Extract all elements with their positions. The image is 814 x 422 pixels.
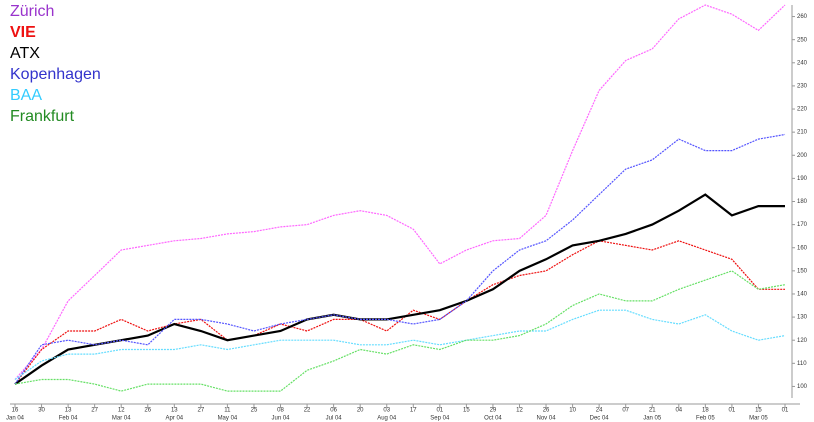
x-tick-label: 16 — [12, 408, 19, 414]
x-month-label: Apr 04 — [165, 416, 183, 422]
x-month-label: Jun 04 — [272, 416, 291, 422]
x-tick-label: 12 — [118, 408, 125, 414]
y-tick-label: 150 — [797, 268, 808, 274]
x-tick-label: 22 — [304, 408, 311, 414]
y-tick-label: 170 — [797, 222, 808, 228]
x-tick-label: 24 — [596, 408, 603, 414]
x-tick-label: 25 — [251, 408, 258, 414]
legend-label: ATX — [10, 45, 40, 62]
x-tick-label: 13 — [171, 408, 178, 414]
x-month-label: Mar 05 — [749, 416, 768, 422]
x-tick-label: 07 — [622, 408, 629, 414]
x-tick-label: 21 — [649, 408, 656, 414]
x-month-label: Mar 04 — [112, 416, 131, 422]
x-tick-label: 12 — [516, 408, 523, 414]
x-month-label: Aug 04 — [377, 416, 397, 422]
y-tick-label: 130 — [797, 315, 808, 321]
x-month-label: Nov 04 — [537, 416, 557, 422]
x-tick-label: 04 — [675, 408, 682, 414]
x-tick-label: 11 — [224, 408, 231, 414]
series-line — [14, 270, 786, 392]
series-line — [14, 309, 786, 380]
series-line — [14, 193, 785, 386]
series-line — [14, 240, 785, 385]
x-tick-label: 17 — [410, 408, 417, 414]
x-tick-label: 01 — [729, 408, 736, 414]
x-tick-label: 06 — [330, 408, 337, 414]
y-tick-label: 190 — [797, 176, 808, 182]
legend-label: VIE — [10, 24, 36, 41]
x-tick-label: 01 — [436, 408, 443, 414]
y-tick-label: 260 — [797, 14, 808, 20]
x-tick-label: 15 — [755, 408, 762, 414]
x-tick-label: 08 — [277, 408, 284, 414]
y-tick-label: 180 — [797, 199, 808, 205]
x-tick-label: 15 — [463, 408, 470, 414]
x-tick-label: 27 — [91, 408, 98, 414]
x-month-label: Jul 04 — [326, 416, 343, 422]
x-month-label: Dec 04 — [590, 416, 610, 422]
x-tick-label: 26 — [144, 408, 151, 414]
x-tick-label: 10 — [569, 408, 576, 414]
x-tick-label: 01 — [782, 408, 789, 414]
y-tick-label: 250 — [797, 37, 808, 43]
x-tick-label: 13 — [65, 408, 72, 414]
x-tick-label: 29 — [490, 408, 497, 414]
y-tick-label: 230 — [797, 83, 808, 89]
y-tick-label: 140 — [797, 292, 808, 298]
x-month-label: May 04 — [218, 416, 238, 422]
legend-label: Zürich — [10, 3, 54, 20]
legend-label: BAA — [10, 87, 42, 104]
legend-label: Kopenhagen — [10, 66, 101, 83]
x-tick-label: 27 — [198, 408, 205, 414]
series-line — [14, 4, 786, 380]
y-tick-label: 200 — [797, 153, 808, 159]
x-month-label: Feb 04 — [59, 416, 78, 422]
x-tick-label: 20 — [357, 408, 364, 414]
y-tick-label: 120 — [797, 338, 808, 344]
x-month-label: Oct 04 — [484, 416, 502, 422]
x-month-label: Jan 04 — [6, 416, 25, 422]
x-month-label: Jan 05 — [643, 416, 662, 422]
y-tick-label: 160 — [797, 245, 808, 251]
y-tick-label: 240 — [797, 60, 808, 66]
y-tick-label: 220 — [797, 107, 808, 113]
series-line — [14, 133, 786, 385]
x-tick-label: 26 — [543, 408, 550, 414]
y-tick-label: 100 — [797, 384, 808, 390]
x-tick-label: 18 — [702, 408, 709, 414]
legend-label: Frankfurt — [10, 108, 75, 125]
y-tick-label: 210 — [797, 130, 808, 136]
x-month-label: Sep 04 — [430, 416, 450, 422]
y-tick-label: 110 — [797, 361, 807, 367]
x-month-label: Feb 05 — [696, 416, 715, 422]
x-tick-label: 30 — [38, 408, 45, 414]
x-tick-label: 03 — [383, 408, 390, 414]
